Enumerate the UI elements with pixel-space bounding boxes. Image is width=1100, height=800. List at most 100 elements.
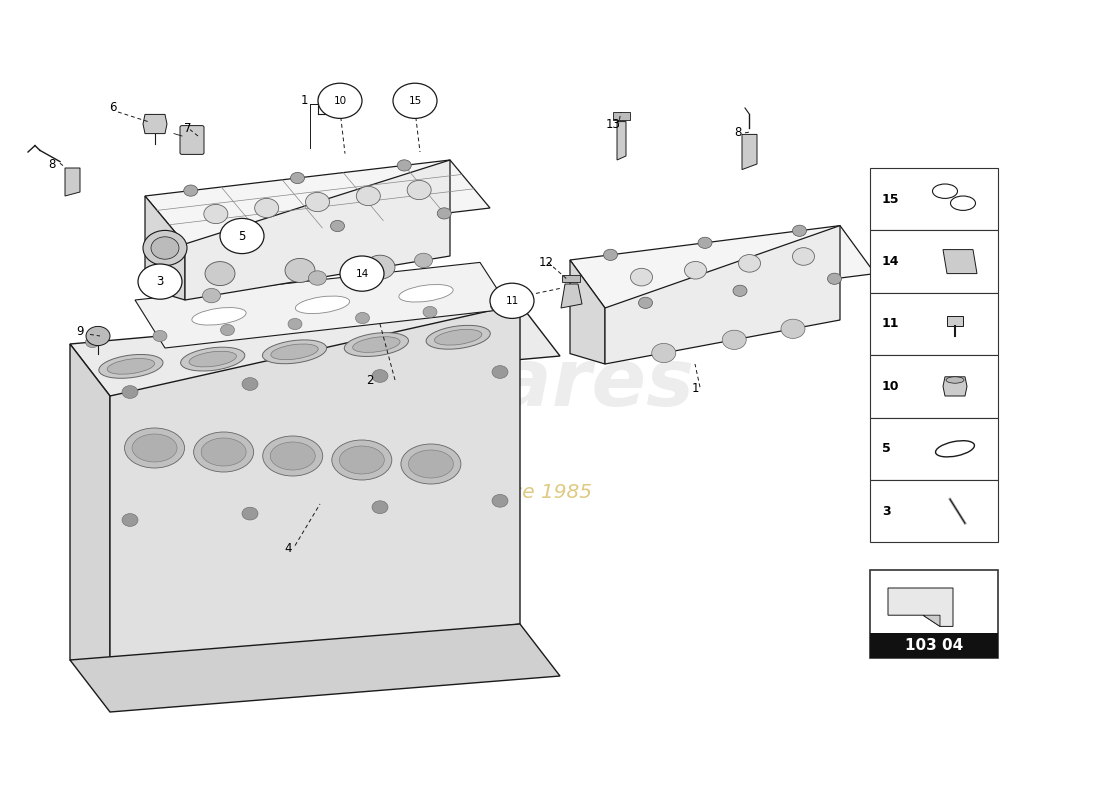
Ellipse shape: [296, 296, 350, 314]
Text: 13: 13: [606, 118, 620, 130]
Polygon shape: [943, 250, 977, 274]
Circle shape: [86, 326, 110, 346]
Circle shape: [223, 233, 238, 244]
Bar: [870, 633, 998, 658]
Text: 15: 15: [408, 96, 421, 106]
Circle shape: [220, 218, 264, 254]
Circle shape: [205, 262, 235, 286]
Polygon shape: [143, 114, 167, 134]
Circle shape: [651, 343, 675, 362]
Circle shape: [792, 225, 806, 236]
Polygon shape: [570, 226, 875, 308]
Bar: [870, 230, 998, 293]
Text: 4: 4: [284, 542, 292, 554]
Ellipse shape: [201, 438, 246, 466]
Ellipse shape: [180, 347, 245, 371]
Circle shape: [638, 298, 652, 309]
Circle shape: [143, 230, 187, 266]
Circle shape: [365, 255, 395, 279]
Polygon shape: [613, 112, 630, 120]
Circle shape: [630, 268, 652, 286]
Circle shape: [202, 288, 220, 302]
Circle shape: [684, 262, 706, 279]
Circle shape: [122, 386, 138, 398]
Circle shape: [604, 250, 617, 261]
Polygon shape: [605, 226, 840, 364]
Text: 15: 15: [882, 193, 900, 206]
Ellipse shape: [132, 434, 177, 462]
Text: 8: 8: [735, 126, 741, 138]
Polygon shape: [561, 284, 582, 308]
Bar: [870, 480, 998, 542]
Circle shape: [723, 330, 746, 350]
Bar: [870, 168, 998, 230]
Text: 3: 3: [156, 275, 164, 288]
Polygon shape: [70, 624, 560, 712]
Polygon shape: [617, 122, 626, 160]
Text: 1: 1: [300, 94, 308, 106]
Circle shape: [827, 273, 842, 284]
Circle shape: [184, 185, 198, 196]
Circle shape: [372, 501, 388, 514]
Circle shape: [242, 378, 258, 390]
Text: 14: 14: [882, 255, 900, 268]
Text: 7: 7: [185, 122, 191, 134]
Polygon shape: [570, 260, 605, 364]
Circle shape: [138, 264, 182, 299]
Polygon shape: [943, 377, 967, 396]
Text: 11: 11: [882, 318, 900, 330]
Text: 5: 5: [882, 442, 891, 455]
Circle shape: [355, 312, 370, 323]
Text: eurospares: eurospares: [186, 345, 694, 423]
Ellipse shape: [263, 340, 327, 364]
Circle shape: [372, 370, 388, 382]
Polygon shape: [185, 160, 450, 300]
Bar: [870, 570, 998, 658]
Ellipse shape: [399, 285, 453, 302]
Polygon shape: [135, 262, 510, 348]
Circle shape: [285, 258, 315, 282]
Ellipse shape: [124, 428, 185, 468]
Ellipse shape: [408, 450, 453, 478]
Circle shape: [204, 204, 228, 223]
Ellipse shape: [400, 444, 461, 484]
Circle shape: [415, 253, 432, 267]
Ellipse shape: [107, 358, 155, 374]
Circle shape: [290, 172, 305, 183]
Bar: [870, 355, 998, 418]
Bar: [870, 418, 998, 480]
Text: 2: 2: [366, 374, 374, 387]
Polygon shape: [923, 615, 940, 626]
Circle shape: [255, 198, 278, 218]
Ellipse shape: [271, 344, 318, 360]
Text: 5: 5: [239, 230, 245, 242]
Text: 10: 10: [333, 96, 346, 106]
Polygon shape: [70, 304, 560, 396]
Bar: [870, 293, 998, 355]
Circle shape: [792, 248, 814, 266]
Text: 3: 3: [882, 505, 891, 518]
Text: a passion for parts since 1985: a passion for parts since 1985: [288, 482, 592, 502]
Circle shape: [242, 507, 258, 520]
Circle shape: [491, 301, 505, 312]
Text: 14: 14: [355, 269, 368, 278]
Circle shape: [407, 180, 431, 200]
Polygon shape: [145, 196, 185, 300]
Polygon shape: [562, 275, 580, 282]
Circle shape: [308, 270, 327, 285]
Text: 12: 12: [539, 256, 553, 269]
Polygon shape: [742, 134, 757, 170]
Ellipse shape: [271, 442, 316, 470]
Ellipse shape: [339, 446, 384, 474]
Polygon shape: [145, 160, 490, 244]
Circle shape: [698, 237, 712, 248]
Circle shape: [288, 318, 302, 330]
Ellipse shape: [99, 354, 163, 378]
Circle shape: [330, 220, 344, 232]
Polygon shape: [70, 344, 110, 674]
Circle shape: [490, 283, 534, 318]
Text: 8: 8: [48, 158, 56, 170]
Text: 11: 11: [505, 296, 518, 306]
Ellipse shape: [434, 330, 482, 345]
Ellipse shape: [946, 377, 964, 383]
